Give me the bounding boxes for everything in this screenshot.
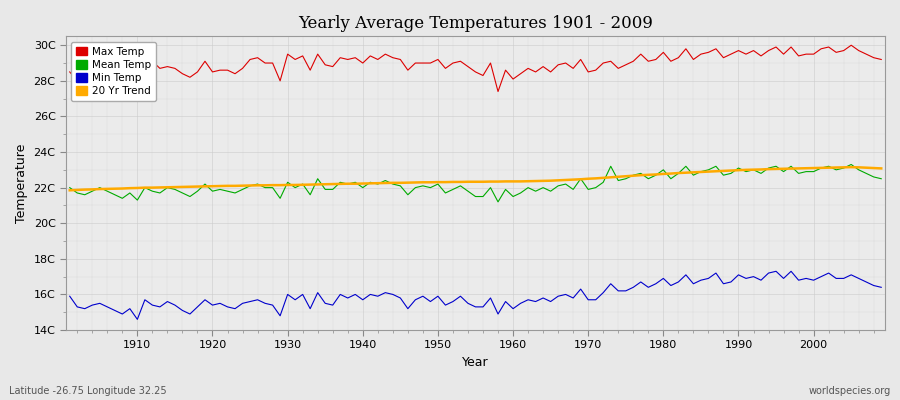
Text: Latitude -26.75 Longitude 32.25: Latitude -26.75 Longitude 32.25 xyxy=(9,386,166,396)
Title: Yearly Average Temperatures 1901 - 2009: Yearly Average Temperatures 1901 - 2009 xyxy=(298,15,652,32)
Y-axis label: Temperature: Temperature xyxy=(15,144,28,223)
X-axis label: Year: Year xyxy=(463,356,489,369)
Text: worldspecies.org: worldspecies.org xyxy=(809,386,891,396)
Legend: Max Temp, Mean Temp, Min Temp, 20 Yr Trend: Max Temp, Mean Temp, Min Temp, 20 Yr Tre… xyxy=(71,42,157,101)
